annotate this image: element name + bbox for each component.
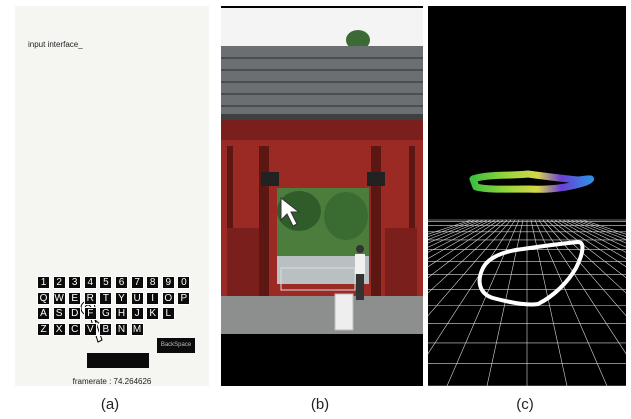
key-1[interactable]: 1 xyxy=(37,276,50,289)
key-w[interactable]: W xyxy=(53,292,66,305)
space-key[interactable] xyxy=(87,353,149,368)
key-0[interactable]: 0 xyxy=(177,276,190,289)
key-d[interactable]: D xyxy=(68,307,81,320)
key-2[interactable]: 2 xyxy=(53,276,66,289)
caption-c: (c) xyxy=(505,396,545,413)
key-b[interactable]: B xyxy=(99,323,112,336)
trajectory-scene xyxy=(428,6,626,386)
framerate-readout: framerate : 74.264626 xyxy=(15,377,209,386)
key-c[interactable]: C xyxy=(68,323,81,336)
key-g[interactable]: G xyxy=(99,307,112,320)
key-i[interactable]: I xyxy=(146,292,159,305)
key-l[interactable]: L xyxy=(162,307,175,320)
key-n[interactable]: N xyxy=(115,323,128,336)
key-x[interactable]: X xyxy=(53,323,66,336)
key-9[interactable]: 9 xyxy=(162,276,175,289)
key-q[interactable]: Q xyxy=(37,292,50,305)
key-4[interactable]: 4 xyxy=(84,276,97,289)
key-u[interactable]: U xyxy=(131,292,144,305)
key-p[interactable]: P xyxy=(177,292,190,305)
key-r[interactable]: R xyxy=(84,292,97,305)
backspace-key[interactable]: BackSpace xyxy=(157,338,195,353)
key-o[interactable]: O xyxy=(162,292,175,305)
key-y[interactable]: Y xyxy=(115,292,128,305)
key-7[interactable]: 7 xyxy=(131,276,144,289)
panel-c-3d-trajectory xyxy=(428,6,626,386)
key-a[interactable]: A xyxy=(37,307,50,320)
key-8[interactable]: 8 xyxy=(146,276,159,289)
gate-photo xyxy=(221,6,423,386)
key-f[interactable]: F xyxy=(84,307,97,320)
key-k[interactable]: K xyxy=(146,307,159,320)
key-h[interactable]: H xyxy=(115,307,128,320)
key-t[interactable]: T xyxy=(99,292,112,305)
key-v[interactable]: V xyxy=(84,323,97,336)
key-z[interactable]: Z xyxy=(37,323,50,336)
key-s[interactable]: S xyxy=(53,307,66,320)
key-6[interactable]: 6 xyxy=(115,276,128,289)
caption-b: (b) xyxy=(300,396,340,413)
key-j[interactable]: J xyxy=(131,307,144,320)
caption-a: (a) xyxy=(90,396,130,413)
panel-b-camera-view xyxy=(221,6,423,386)
arrow-cursor-icon xyxy=(279,196,307,230)
key-e[interactable]: E xyxy=(68,292,81,305)
input-text-field[interactable]: input interface_ xyxy=(28,40,83,49)
key-5[interactable]: 5 xyxy=(99,276,112,289)
key-3[interactable]: 3 xyxy=(68,276,81,289)
key-m[interactable]: M xyxy=(131,323,144,336)
